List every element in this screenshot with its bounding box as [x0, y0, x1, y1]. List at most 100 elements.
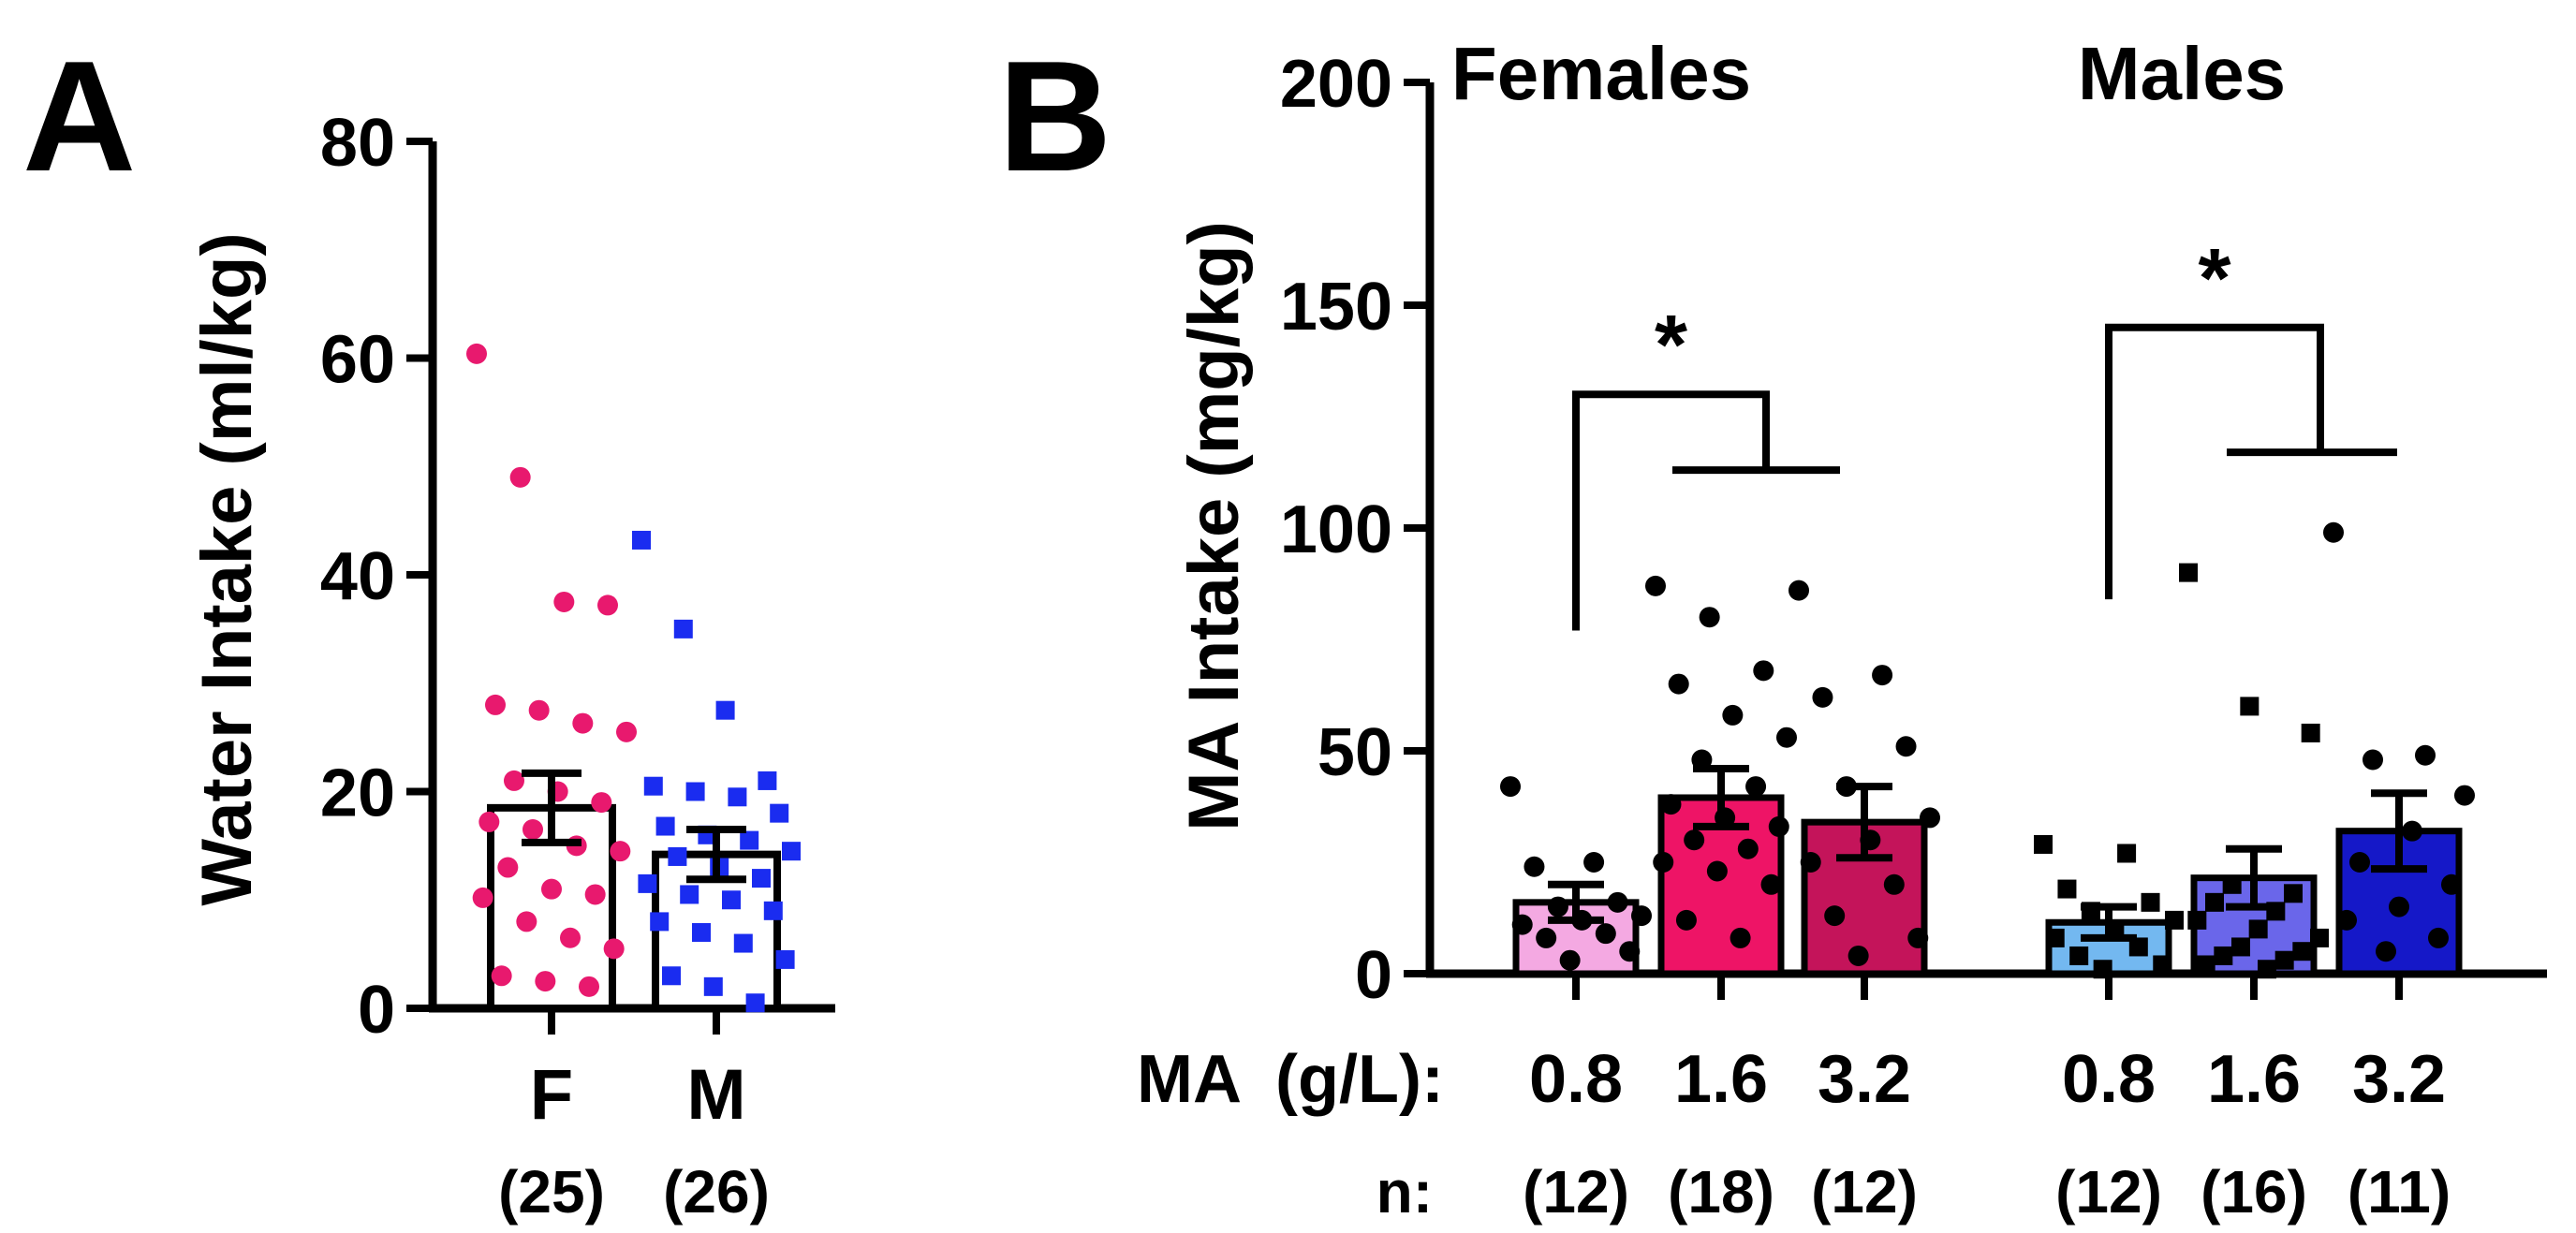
point-0-9 — [1536, 927, 1557, 948]
point-F-2 — [553, 591, 575, 612]
y-tick-label-40: 40 — [320, 539, 395, 614]
point-4-2 — [2301, 723, 2320, 742]
significance-bracket-females — [1572, 390, 1840, 631]
point-M-24 — [703, 976, 723, 996]
point-M-14 — [752, 869, 771, 888]
point-4-15 — [2258, 960, 2276, 979]
point-1-17 — [1730, 927, 1751, 948]
point-M-0 — [632, 530, 651, 550]
point-0-3 — [1607, 891, 1628, 913]
point-3-9 — [2069, 946, 2089, 965]
group-label-females: Females — [1451, 32, 1751, 115]
y-tick-label-0: 0 — [358, 973, 395, 1048]
point-2-2 — [1812, 686, 1833, 708]
point-0-2 — [1524, 856, 1545, 877]
group-label-males: Males — [2078, 32, 2286, 115]
point-5-10 — [2376, 941, 2396, 962]
category-label-M: M — [686, 1055, 745, 1135]
n-label-3: (12) — [2055, 1158, 2162, 1226]
point-M-22 — [775, 949, 795, 969]
point-M-7 — [770, 803, 789, 823]
category-label-4: 1.6 — [2207, 1042, 2301, 1117]
point-0-4 — [1547, 896, 1568, 917]
point-5-2 — [2363, 749, 2383, 771]
category-label-3: 0.8 — [2062, 1042, 2156, 1117]
point-F-4 — [485, 694, 506, 715]
point-M-17 — [722, 890, 741, 910]
panel-b-ylabel: MA Intake (mg/kg) — [1174, 221, 1254, 831]
y-tick-label-20: 20 — [320, 756, 395, 831]
significance-star-males: * — [2198, 232, 2230, 326]
y-tick-label-0: 0 — [1355, 938, 1392, 1013]
point-M-16 — [680, 885, 699, 904]
n-label-4: (16) — [2201, 1158, 2307, 1226]
y-tick-label-60: 60 — [320, 323, 395, 398]
n-label-M: (26) — [663, 1158, 770, 1226]
point-2-7 — [1800, 852, 1821, 873]
point-5-8 — [2336, 909, 2357, 931]
point-5-6 — [2441, 873, 2462, 895]
point-3-10 — [2153, 955, 2172, 975]
point-F-11 — [478, 811, 500, 832]
n-label-2: (12) — [1811, 1158, 1918, 1226]
point-3-8 — [2128, 937, 2148, 957]
point-F-21 — [603, 938, 625, 960]
point-4-5 — [2205, 892, 2224, 912]
point-3-7 — [2045, 928, 2065, 947]
point-5-5 — [2349, 852, 2370, 873]
panel-a-ylabel: Water Intake (ml/kg) — [187, 232, 267, 905]
point-M-2 — [715, 700, 735, 720]
point-0-1 — [1583, 852, 1605, 873]
point-F-10 — [591, 792, 612, 814]
point-F-23 — [535, 971, 556, 992]
point-1-8 — [1660, 794, 1682, 815]
point-M-5 — [685, 782, 705, 801]
point-4-10 — [2231, 937, 2250, 957]
point-4-11 — [2292, 942, 2312, 961]
significance-star-females: * — [1655, 299, 1687, 392]
point-3-2 — [2057, 879, 2077, 899]
point-F-1 — [509, 466, 531, 488]
y-tick-label-150: 150 — [1280, 270, 1392, 345]
point-1-5 — [1776, 727, 1797, 748]
point-M-25 — [745, 993, 765, 1013]
row-label-ma: MA — [1137, 1042, 1242, 1117]
point-5-0 — [2323, 521, 2344, 543]
panel-letter-a: A — [22, 28, 136, 204]
point-M-8 — [655, 816, 675, 836]
point-1-2 — [1753, 660, 1774, 682]
n-label-5: (11) — [2348, 1158, 2451, 1226]
point-M-1 — [673, 619, 693, 639]
point-1-7 — [1745, 776, 1767, 798]
category-label-2: 3.2 — [1818, 1042, 1911, 1117]
point-M-12 — [668, 846, 687, 866]
n-label-F: (25) — [498, 1158, 605, 1226]
point-F-12 — [523, 819, 543, 841]
point-5-3 — [2454, 785, 2475, 806]
point-1-0 — [1645, 575, 1666, 596]
point-1-10 — [1768, 815, 1789, 837]
point-2-10 — [1907, 927, 1929, 948]
point-M-6 — [728, 787, 747, 807]
point-1-12 — [1737, 838, 1759, 859]
point-F-0 — [466, 343, 487, 364]
point-M-15 — [638, 873, 657, 893]
point-F-6 — [572, 712, 594, 734]
point-1-6 — [1691, 749, 1713, 771]
point-M-11 — [782, 842, 801, 861]
point-1-3 — [1668, 673, 1689, 695]
point-2-5 — [1920, 807, 1940, 829]
y-tick-label-100: 100 — [1280, 492, 1392, 567]
point-4-4 — [2284, 884, 2303, 903]
row-label-n: n: — [1376, 1158, 1433, 1226]
y-tick-label-50: 50 — [1317, 715, 1392, 790]
point-F-24 — [579, 976, 599, 997]
point-1-4 — [1722, 704, 1744, 726]
point-M-20 — [692, 922, 711, 942]
point-M-10 — [740, 830, 759, 850]
point-1-1 — [1699, 607, 1720, 628]
point-3-3 — [2141, 892, 2160, 912]
point-0-10 — [1619, 941, 1641, 962]
row-label-unit: (g/L): — [1275, 1042, 1444, 1117]
